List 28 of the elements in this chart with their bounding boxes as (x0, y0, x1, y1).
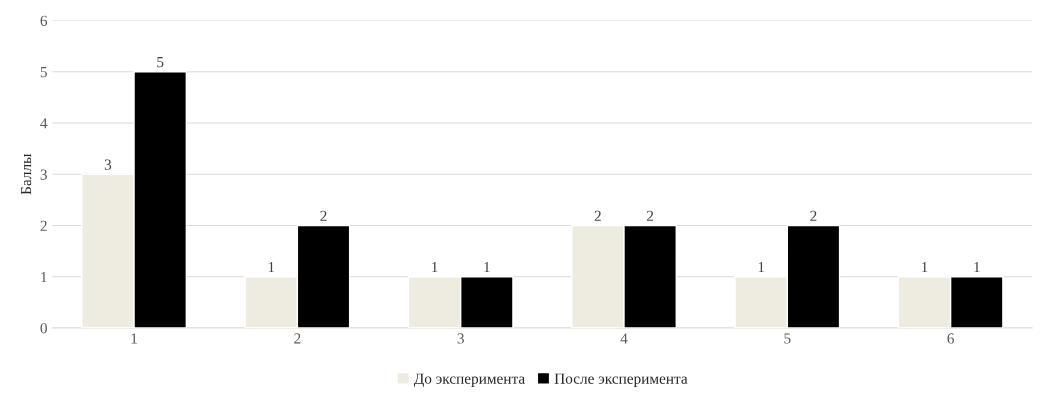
x-tick-label: 2 (294, 333, 301, 344)
legend-label: После эксперимента (554, 373, 688, 387)
data-label: 2 (320, 210, 327, 221)
y-tick-label: 5 (40, 67, 47, 78)
legend-label: До эксперимента (413, 373, 525, 387)
y-tick-label: 6 (40, 15, 48, 26)
x-tick-label: 6 (947, 333, 954, 344)
y-tick-label: 3 (40, 169, 47, 180)
x-tick-label: 3 (457, 333, 464, 344)
data-label: 3 (104, 159, 112, 170)
data-label: 1 (758, 262, 765, 273)
y-tick-label: 4 (40, 118, 48, 129)
x-tick-label: 4 (620, 333, 628, 344)
data-label: 2 (594, 210, 601, 221)
x-tick-label: 1 (131, 333, 137, 344)
data-label: 2 (646, 210, 654, 221)
x-tick-label: 5 (784, 333, 791, 344)
y-tick-label: 1 (41, 271, 47, 283)
y-tick-label: 0 (40, 323, 47, 334)
data-label: 2 (810, 210, 817, 221)
data-label: 1 (922, 262, 928, 273)
y-axis-title: Баллы (21, 154, 32, 195)
data-label: 1 (268, 262, 275, 273)
data-label: 1 (484, 262, 490, 273)
data-label: 5 (157, 57, 164, 68)
data-label: 1 (974, 262, 980, 273)
y-tick-label: 2 (40, 220, 47, 231)
data-label: 1 (432, 262, 438, 273)
